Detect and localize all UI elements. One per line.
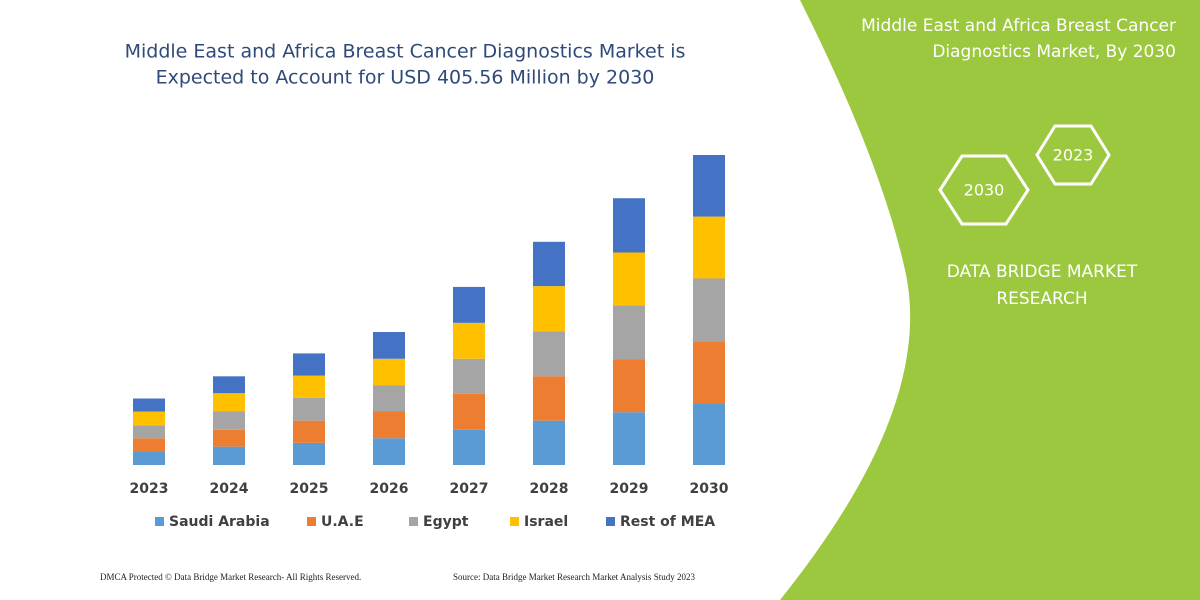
legend-label: Saudi Arabia	[169, 514, 270, 530]
side-panel	[780, 0, 1200, 600]
x-tick-label: 2025	[290, 481, 329, 497]
bar-segment	[693, 341, 725, 404]
bar-segment	[533, 286, 565, 332]
bar-segment	[133, 398, 165, 412]
bar-segment	[453, 429, 485, 465]
bar-segment	[293, 353, 325, 376]
footer-right: Source: Data Bridge Market Research Mark…	[453, 572, 695, 582]
bar-segment	[613, 198, 645, 253]
legend-label: U.A.E	[321, 514, 364, 530]
hex-label: 2030	[964, 181, 1005, 200]
x-tick-label: 2024	[210, 481, 249, 497]
x-tick-label: 2023	[130, 481, 169, 497]
bar-segment	[213, 393, 245, 412]
bar-segment	[373, 438, 405, 465]
legend-label: Egypt	[423, 514, 469, 530]
bar-segment	[373, 385, 405, 412]
bar-segment	[613, 305, 645, 360]
bar-segment	[213, 411, 245, 430]
legend-swatch	[307, 517, 316, 526]
x-tick-label: 2027	[450, 481, 489, 497]
bar-segment	[133, 438, 165, 453]
legend-label: Israel	[524, 514, 568, 530]
bar-segment	[533, 376, 565, 421]
bar-segment	[373, 331, 405, 359]
bar-segment	[293, 442, 325, 465]
bar-segment	[693, 403, 725, 465]
bar-segment	[693, 278, 725, 342]
legend-label: Rest of MEA	[620, 514, 715, 530]
legend-swatch	[606, 517, 615, 526]
bar-segment	[693, 155, 725, 217]
bar-segment	[133, 452, 165, 465]
bar-segment	[213, 446, 245, 465]
x-tick-label: 2029	[610, 481, 649, 497]
bar-segment	[373, 411, 405, 439]
legend-swatch	[510, 517, 519, 526]
bar-segment	[133, 411, 165, 426]
bar-segment	[293, 397, 325, 421]
bar-segment	[453, 358, 485, 394]
hex-label: 2023	[1053, 146, 1094, 165]
bar-segment	[373, 358, 405, 386]
bar-segment	[213, 376, 245, 394]
x-tick-label: 2030	[690, 481, 729, 497]
bar-segment	[453, 286, 485, 323]
bar-segment	[533, 331, 565, 377]
bar-segment	[693, 216, 725, 279]
bar-segment	[613, 252, 645, 306]
x-tick-label: 2028	[530, 481, 569, 497]
brand: RESEARCH	[996, 289, 1087, 309]
bar-segment	[613, 359, 645, 413]
bar-segment	[293, 375, 325, 398]
legend-swatch	[155, 517, 164, 526]
bar-segment	[133, 425, 165, 439]
x-tick-label: 2026	[370, 481, 409, 497]
hexagon	[1035, 124, 1111, 186]
footer-left: DMCA Protected © Data Bridge Market Rese…	[100, 572, 361, 582]
bar-segment	[453, 322, 485, 359]
chart-title: Middle East and Africa Breast Cancer Dia…	[125, 41, 686, 63]
chart-title: Expected to Account for USD 405.56 Milli…	[156, 67, 655, 89]
hexagon	[938, 154, 1030, 226]
bar-segment	[453, 393, 485, 430]
bar-segment	[213, 429, 245, 447]
bar-segment	[533, 241, 565, 287]
bar-segment	[293, 420, 325, 443]
legend-swatch	[409, 517, 418, 526]
bar-segment	[613, 412, 645, 465]
panel-heading: Middle East and Africa Breast Cancer	[861, 16, 1176, 36]
brand: DATA BRIDGE MARKET	[947, 262, 1138, 282]
bar-segment	[533, 420, 565, 465]
panel-heading: Diagnostics Market, By 2030	[932, 42, 1176, 62]
